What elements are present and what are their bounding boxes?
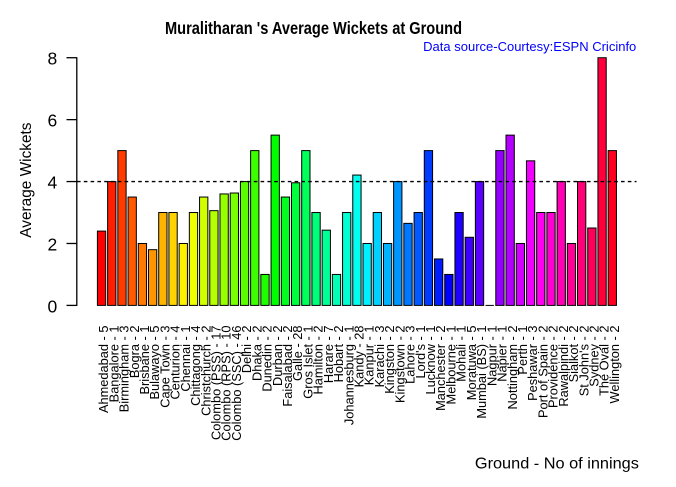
svg-text:Kanpur - 1: Kanpur - 1 [362,326,377,386]
svg-text:Lahore - 3: Lahore - 3 [403,326,418,384]
svg-text:Nagpur - 1: Nagpur - 1 [484,326,499,386]
svg-text:Mohali - 1: Mohali - 1 [454,326,469,382]
svg-text:Data source-Courtesy:ESPN Cric: Data source-Courtesy:ESPN Cricinfo [423,39,636,54]
svg-text:Colombo (SSC) - 46: Colombo (SSC) - 46 [229,326,244,441]
svg-text:Lord's - 1: Lord's - 1 [413,326,428,379]
svg-text:Dhaka - 2: Dhaka - 2 [249,326,264,381]
svg-text:Moratuwa - 5: Moratuwa - 5 [464,326,479,401]
svg-text:Cape Town - 3: Cape Town - 3 [157,326,172,408]
svg-text:Nottingham - 2: Nottingham - 2 [505,326,520,410]
svg-text:6: 6 [47,111,57,131]
svg-text:Johannesburg - 1: Johannesburg - 1 [341,326,356,426]
svg-text:4: 4 [47,173,57,193]
svg-text:Hobart - 2: Hobart - 2 [331,326,346,383]
svg-text:Karachi - 3: Karachi - 3 [372,326,387,388]
svg-text:Melbourne - 1: Melbourne - 1 [443,326,458,405]
svg-text:Kandy - 28: Kandy - 28 [352,326,367,388]
svg-text:Durban - 2: Durban - 2 [270,326,285,386]
svg-text:Faisalabad - 2: Faisalabad - 2 [280,326,295,407]
svg-text:Chennai - 1: Chennai - 1 [178,326,193,392]
svg-text:Gros Islet - 1: Gros Islet - 1 [300,326,315,399]
svg-text:Colombo (RPS) - 10: Colombo (RPS) - 10 [219,326,234,441]
svg-text:St John's - 2: St John's - 2 [576,326,591,397]
svg-text:Perth - 1: Perth - 1 [515,326,530,375]
svg-text:Ground - No of innings: Ground - No of innings [475,455,639,472]
svg-text:Bulawayo - 5: Bulawayo - 5 [147,326,162,400]
svg-text:Sydney - 2: Sydney - 2 [586,326,601,387]
svg-text:Bangalore - 1: Bangalore - 1 [106,326,121,403]
svg-text:0: 0 [47,296,57,316]
svg-text:Mumbai (BS) - 1: Mumbai (BS) - 1 [474,326,489,419]
svg-text:Port of Spain - 2: Port of Spain - 2 [535,326,550,418]
svg-text:Christchurch - 2: Christchurch - 2 [198,326,213,416]
svg-text:Hamilton - 2: Hamilton - 2 [311,326,326,395]
svg-text:Delhi - 2: Delhi - 2 [239,326,254,374]
svg-text:2: 2 [47,234,57,254]
svg-text:Brisbane - 1: Brisbane - 1 [137,326,152,395]
svg-text:Galle - 28: Galle - 28 [290,326,305,381]
svg-text:Harare - 7: Harare - 7 [321,326,336,384]
svg-text:Lucknow - 1: Lucknow - 1 [423,326,438,395]
svg-text:Providence - 2: Providence - 2 [546,326,561,409]
svg-text:Manchester - 2: Manchester - 2 [433,326,448,411]
svg-text:Centurion - 4: Centurion - 4 [168,326,183,400]
svg-text:Kingstown - 2: Kingstown - 2 [392,326,407,404]
svg-text:Napier - 1: Napier - 1 [495,326,510,382]
svg-text:Ahmedabad - 5: Ahmedabad - 5 [96,326,111,414]
svg-text:Sialkot - 2: Sialkot - 2 [566,326,581,383]
svg-text:Dunedin - 2: Dunedin - 2 [260,326,275,392]
svg-text:The Oval - 2: The Oval - 2 [597,326,612,396]
svg-text:Muralitharan 's Average Wicket: Muralitharan 's Average Wickets at Groun… [165,18,462,38]
svg-text:8: 8 [47,49,57,69]
svg-text:Average Wickets: Average Wickets [18,122,35,237]
svg-text:Bogra - 2: Bogra - 2 [127,326,142,379]
svg-text:Peshawar - 3: Peshawar - 3 [525,326,540,401]
svg-text:Kingston - 2: Kingston - 2 [382,326,397,394]
svg-text:Colombo (PSS) - 17: Colombo (PSS) - 17 [209,326,224,441]
svg-text:Chittagong - 4: Chittagong - 4 [188,326,203,406]
svg-text:Wellington - 2: Wellington - 2 [607,326,622,404]
svg-text:Birmingham - 3: Birmingham - 3 [117,326,132,413]
svg-text:Rawalpindi - 2: Rawalpindi - 2 [556,326,571,407]
